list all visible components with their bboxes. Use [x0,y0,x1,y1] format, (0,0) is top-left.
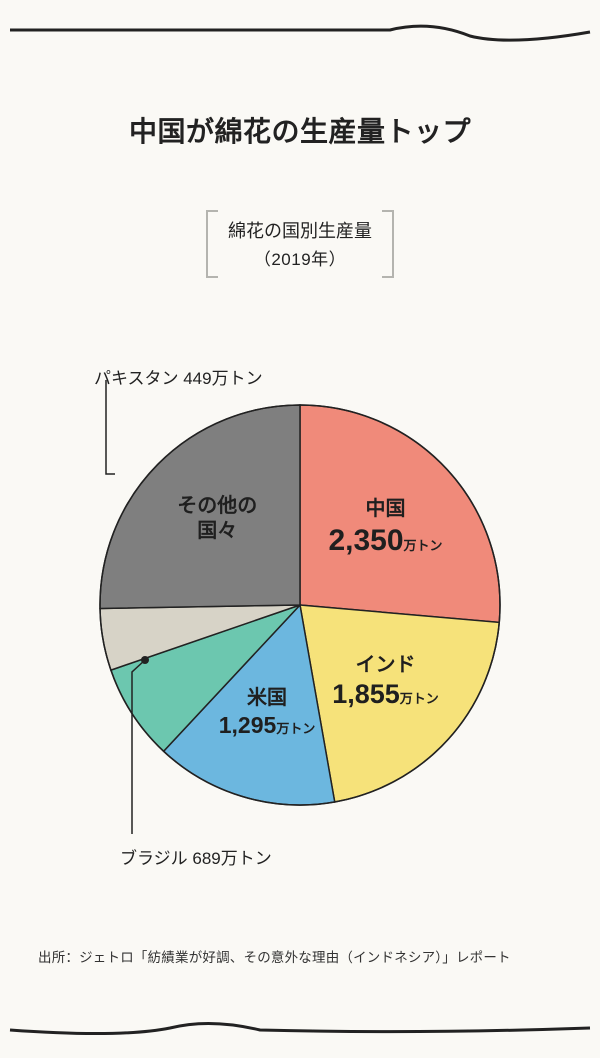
source-note: 出所：ジェトロ「紡績業が好調、その意外な理由（インドネシア）」レポート [38,946,511,966]
callout-label-brazil: ブラジル 689万トン [120,844,272,869]
slice-label-china: 中国2,350万トン [306,497,466,560]
slice-label-us: 米国1,295万トン [187,686,347,740]
page-title: 中国が綿花の生産量トップ [0,110,600,150]
subtitle-line2: （2019年） [228,245,372,270]
callout-label-pakistan: パキスタン 449万トン [94,364,263,389]
slice-label-others: その他の国々 [137,494,297,544]
subtitle-box: 綿花の国別生産量 （2019年） [206,208,394,280]
divider-top [0,10,600,50]
callout-line-pakistan [106,380,115,474]
subtitle-line1: 綿花の国別生産量 [228,218,372,245]
divider-bottom [0,1008,600,1048]
pie-chart: 中国2,350万トンインド1,855万トン米国1,295万トンその他の国々パキス… [0,340,600,880]
